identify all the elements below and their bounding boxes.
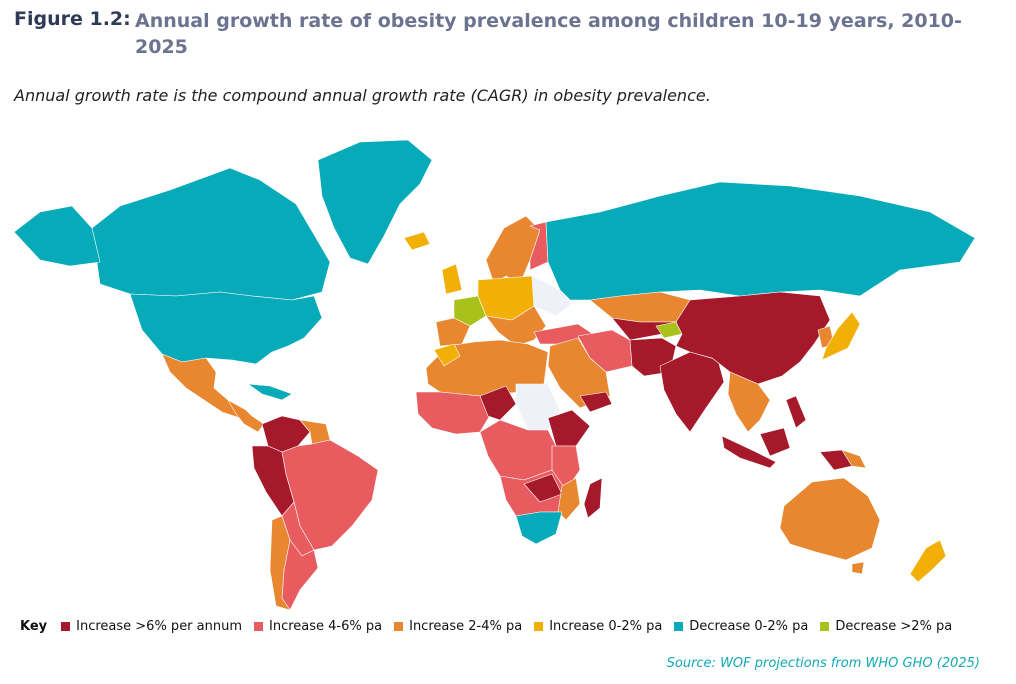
legend-swatch — [534, 622, 544, 631]
legend-swatch — [674, 622, 684, 631]
region-yemen — [579, 391, 613, 413]
legend-item-inc2: Increase 2-4% pa — [394, 619, 522, 634]
legend-label: Increase >6% per annum — [76, 619, 243, 634]
world-map — [13, 139, 976, 611]
region-australia — [779, 477, 881, 561]
legend-item-inc6: Increase >6% per annum — [61, 619, 242, 634]
region-uk — [441, 263, 463, 295]
legend-label: Decrease >2% pa — [835, 619, 953, 634]
legend-item-inc4: Increase 4-6% pa — [254, 619, 382, 634]
region-france — [453, 295, 487, 327]
legend-label: Decrease 0-2% pa — [689, 619, 809, 634]
region-south-africa — [515, 511, 563, 545]
region-usa — [129, 291, 323, 365]
region-india — [659, 351, 725, 433]
region-ukraine-belarus — [531, 275, 573, 317]
region-mozambique — [557, 477, 581, 521]
legend-swatch — [820, 622, 830, 631]
region-middle-east — [547, 337, 611, 409]
map-legend: Key Increase >6% per annum Increase 4-6%… — [20, 619, 964, 634]
region-central-america — [227, 399, 265, 433]
region-iberia — [435, 317, 471, 347]
region-southeast-asia — [727, 371, 771, 433]
legend-label: Increase 4-6% pa — [269, 619, 383, 634]
region-chile — [269, 515, 291, 611]
region-chad — [479, 385, 517, 421]
legend-swatch — [394, 622, 404, 631]
legend-swatch — [254, 622, 264, 631]
figure-title: Annual growth rate of obesity prevalence… — [135, 10, 962, 58]
region-alaska — [13, 205, 101, 267]
legend-label: Increase 0-2% pa — [549, 619, 663, 634]
region-tasmania — [851, 561, 865, 575]
figure-label: Figure 1.2: — [14, 8, 131, 30]
region-russia — [545, 181, 976, 301]
region-canada — [91, 167, 331, 301]
region-philippines — [785, 395, 807, 429]
region-iceland — [403, 231, 431, 251]
legend-item-inc0: Increase 0-2% pa — [534, 619, 662, 634]
region-caribbean — [247, 383, 293, 401]
region-greenland — [317, 139, 433, 265]
source-note: Source: WOF projections from WHO GHO (20… — [666, 656, 980, 671]
region-morocco — [433, 343, 461, 367]
region-borneo — [759, 427, 791, 457]
legend-swatch — [61, 622, 71, 631]
region-china-mongolia — [675, 291, 831, 385]
region-madagascar — [583, 477, 603, 519]
region-new-zealand — [909, 539, 947, 583]
legend-item-dec2: Decrease >2% pa — [820, 619, 952, 634]
region-indonesia — [721, 435, 777, 469]
legend-key-label: Key — [20, 619, 48, 634]
legend-item-dec0: Decrease 0-2% pa — [674, 619, 808, 634]
figure-header: Figure 1.2: Annual growth rate of obesit… — [14, 8, 974, 60]
figure-subtitle: Annual growth rate is the compound annua… — [14, 86, 711, 105]
legend-label: Increase 2-4% pa — [409, 619, 523, 634]
region-japan — [821, 311, 861, 361]
region-png-east — [841, 449, 867, 469]
region-ethiopia — [547, 409, 591, 447]
